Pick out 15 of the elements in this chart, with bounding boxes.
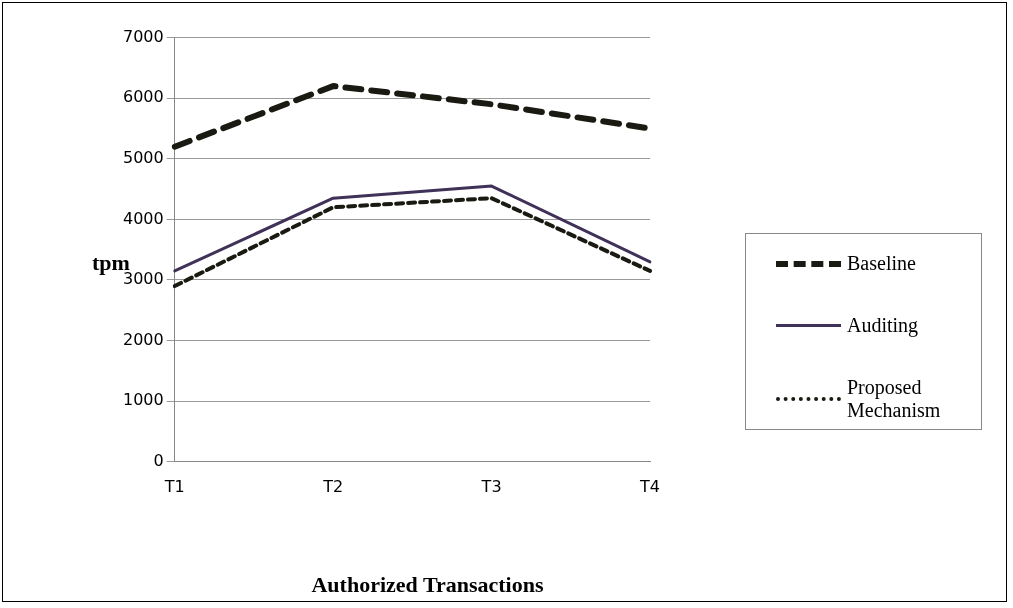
x-tick-label: T4 bbox=[639, 476, 660, 496]
y-tick-label: 7000 bbox=[123, 26, 164, 46]
x-axis-title: Authorized Transactions bbox=[310, 572, 545, 598]
legend-label: Proposed Mechanism bbox=[847, 376, 942, 422]
y-tick-label: 6000 bbox=[123, 87, 164, 107]
y-tick-label: 1000 bbox=[123, 390, 164, 410]
legend-label: Auditing bbox=[847, 314, 920, 337]
legend-label: Baseline bbox=[847, 252, 917, 275]
y-tick-label: 4000 bbox=[123, 208, 164, 228]
y-tick-label: 2000 bbox=[123, 329, 164, 349]
y-tick-label: 0 bbox=[153, 450, 164, 470]
y-tick-label: 5000 bbox=[123, 147, 164, 167]
x-tick-label: T1 bbox=[163, 476, 185, 496]
x-tick-label: T3 bbox=[480, 476, 502, 496]
x-tick-label: T2 bbox=[322, 476, 344, 496]
